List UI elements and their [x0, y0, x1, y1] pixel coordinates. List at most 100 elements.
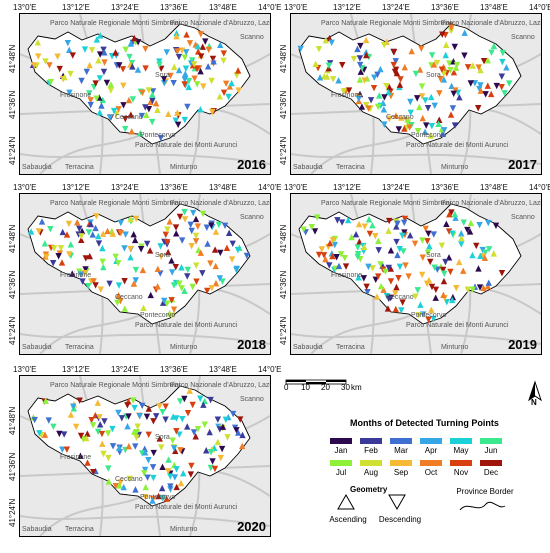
- descending-point: [78, 233, 85, 240]
- place-label: Parco Naturale Regionale Monti Simbruini: [321, 200, 452, 207]
- place-label: Ceccano: [386, 294, 414, 301]
- ascending-point: [101, 49, 108, 56]
- place-label: Ceccano: [115, 114, 143, 121]
- ascending-point: [120, 483, 127, 491]
- descending-point: [170, 306, 178, 313]
- descending-point: [439, 31, 446, 38]
- basemap-road: [291, 333, 541, 345]
- descending-point: [162, 231, 169, 239]
- ascending-point: [69, 270, 76, 277]
- descending-point: [160, 75, 168, 83]
- descending-point: [211, 465, 219, 473]
- descending-point: [59, 446, 66, 453]
- descending-point: [399, 299, 406, 306]
- north-arrow-icon: [528, 380, 542, 402]
- ascending-point: [127, 215, 134, 223]
- descending-point: [192, 232, 200, 240]
- ascending-point: [131, 428, 138, 435]
- ascending-point: [392, 112, 400, 119]
- ascending-point: [125, 442, 133, 450]
- descending-point: [197, 31, 205, 38]
- ascending-point: [145, 405, 153, 412]
- ascending-point: [132, 486, 139, 493]
- ascending-point: [443, 220, 450, 228]
- descending-point: [119, 66, 127, 73]
- map-panel-2018: Parco Naturale Regionale Monti Simbruini…: [19, 193, 271, 355]
- descending-point: [394, 220, 401, 228]
- descending-point: [390, 61, 397, 69]
- descending-point: [202, 38, 209, 45]
- ascending-point: [206, 428, 213, 436]
- descending-label: Descending: [378, 515, 422, 524]
- ascending-point: [99, 230, 107, 237]
- ascending-point: [184, 423, 191, 430]
- descending-point: [176, 213, 184, 221]
- descending-point: [203, 224, 211, 231]
- lat-label: 41°24'N: [279, 136, 288, 165]
- descending-point: [216, 275, 224, 282]
- descending-point: [115, 409, 122, 417]
- descending-point: [173, 466, 180, 473]
- descending-point: [432, 286, 440, 294]
- ascending-point: [380, 106, 388, 113]
- ascending-point: [93, 36, 101, 43]
- place-label: Terracina: [336, 344, 365, 351]
- descending-point: [418, 93, 426, 100]
- place-label: Sora: [155, 252, 170, 259]
- descending-point: [354, 253, 361, 261]
- descending-point: [374, 103, 382, 111]
- scalebar-tick-20: 20: [321, 383, 330, 392]
- ascending-point: [442, 41, 450, 48]
- lat-label: 41°24'N: [8, 498, 17, 527]
- ascending-point: [173, 33, 180, 40]
- descending-point: [334, 217, 341, 224]
- month-label-sep: Sep: [393, 468, 409, 477]
- ascending-point: [100, 263, 107, 271]
- descending-point: [90, 468, 97, 476]
- scalebar-graphic: [285, 379, 347, 385]
- ascending-point: [164, 248, 172, 256]
- descending-point: [419, 237, 426, 244]
- descending-point: [178, 237, 186, 244]
- descending-point: [361, 77, 368, 84]
- descending-point: [386, 115, 393, 123]
- ascending-point: [394, 251, 401, 259]
- place-label: Parco Naturale dei Monti Aurunci: [135, 504, 238, 511]
- ascending-point: [199, 43, 206, 50]
- descending-point: [122, 125, 129, 133]
- descending-point: [143, 240, 151, 248]
- month-swatch-sep: [390, 460, 412, 466]
- descending-point: [142, 45, 149, 53]
- lon-label: 13°24'E: [111, 365, 139, 374]
- ascending-point: [212, 279, 220, 287]
- descending-point: [235, 87, 242, 94]
- descending-point: [136, 413, 143, 420]
- ascending-point: [94, 399, 101, 406]
- ascending-point: [427, 132, 435, 139]
- descending-point: [181, 116, 189, 124]
- descending-point: [50, 423, 57, 431]
- descending-point: [141, 470, 148, 477]
- ascending-point: [165, 110, 172, 118]
- descending-point: [377, 261, 384, 268]
- place-label: Scanno: [240, 214, 264, 221]
- ascending-point: [203, 447, 210, 454]
- ascending-point: [484, 82, 491, 89]
- descending-point: [464, 286, 471, 293]
- ascending-point: [104, 227, 111, 235]
- descending-point: [214, 416, 222, 423]
- ascending-point: [485, 279, 492, 286]
- lon-label: 13°48'E: [209, 3, 237, 12]
- descending-point: [162, 416, 169, 423]
- descending-point: [163, 49, 170, 56]
- basemap-road: [20, 153, 270, 165]
- place-label: Frosinone: [60, 272, 92, 279]
- ascending-point: [84, 430, 91, 437]
- place-label: Pontecorvo: [140, 312, 176, 319]
- descending-point: [452, 87, 459, 94]
- ascending-point: [174, 109, 181, 116]
- descending-point: [138, 402, 146, 410]
- descending-point: [167, 72, 174, 80]
- ascending-point: [477, 252, 484, 260]
- descending-point: [83, 68, 90, 76]
